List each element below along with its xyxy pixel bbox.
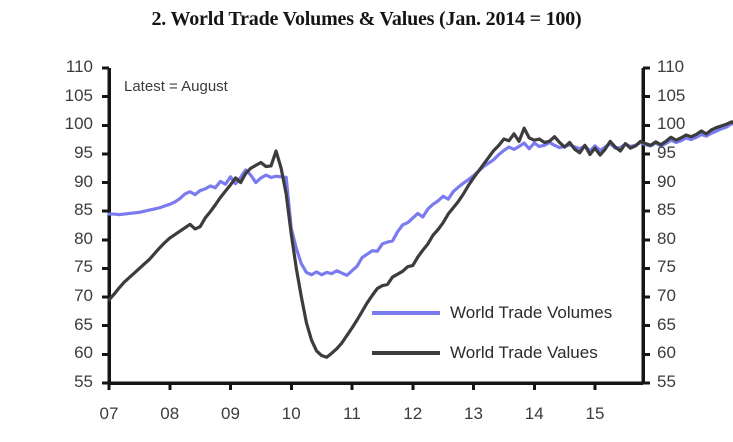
y-axis-tick-label: 65	[657, 314, 676, 334]
y-axis-tick-label: 80	[74, 228, 93, 248]
y-axis-tick-label: 110	[65, 57, 93, 76]
legend-label-values: World Trade Values	[450, 343, 598, 362]
x-axis-tick-label: 12	[403, 404, 423, 423]
y-axis-tick-label: 75	[74, 257, 93, 277]
y-axis-tick-label: 85	[74, 200, 93, 220]
y-axis-tick-label: 100	[657, 114, 686, 134]
x-axis-tick-label: 09	[221, 404, 240, 423]
y-axis-tick-label: 70	[74, 286, 93, 306]
y-axis-tick-label: 70	[657, 286, 676, 306]
y-axis-tick-label: 90	[74, 171, 93, 191]
y-axis-tick-label: 110	[657, 57, 685, 76]
y-axis-tick-label: 75	[657, 257, 676, 277]
y-axis-tick-label: 55	[657, 372, 676, 391]
chart-axes	[102, 66, 650, 390]
series-line	[107, 120, 733, 359]
y-axis-tick-label: 95	[657, 142, 676, 162]
legend-item-volumes: World Trade Volumes	[372, 303, 612, 323]
legend-label-volumes: World Trade Volumes	[450, 303, 613, 322]
x-axis-tick-label: 08	[160, 404, 180, 423]
legend-swatch-values	[372, 351, 440, 355]
chart-series	[107, 120, 733, 359]
y-axis-tick-label: 85	[657, 200, 676, 220]
y-axis-tick-label: 60	[657, 343, 676, 363]
x-axis-tick-label: 15	[585, 404, 605, 423]
latest-annotation: Latest = August	[124, 78, 228, 95]
x-axis-tick-label: 11	[343, 404, 361, 423]
legend-swatch-volumes	[372, 311, 440, 315]
y-axis-tick-label: 105	[657, 85, 686, 105]
legend-item-values: World Trade Values	[372, 343, 598, 363]
x-axis-tick-label: 13	[464, 404, 483, 423]
y-axis-tick-label: 65	[74, 314, 93, 334]
y-axis-tick-label: 60	[74, 343, 93, 363]
series-line	[107, 121, 733, 277]
y-axis-tick-label: 90	[657, 171, 676, 191]
y-axis-tick-label: 100	[64, 114, 93, 134]
chart-title: 2. World Trade Volumes & Values (Jan. 20…	[151, 8, 582, 30]
x-axis-tick-label: 07	[99, 404, 119, 423]
y-axis-tick-label: 105	[64, 85, 93, 105]
y-axis-tick-label: 55	[74, 372, 93, 391]
x-axis-tick-label: 14	[524, 404, 544, 423]
y-axis-tick-label: 95	[74, 142, 93, 162]
x-axis-tick-label: 10	[281, 404, 301, 423]
y-axis-tick-label: 80	[657, 228, 676, 248]
